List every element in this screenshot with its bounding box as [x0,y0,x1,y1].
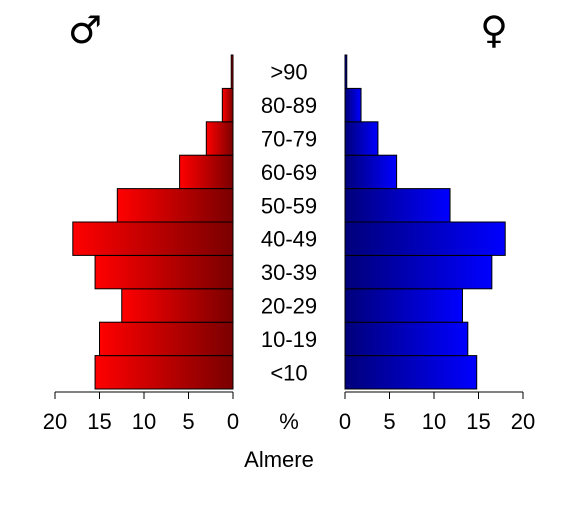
female-tick-label-3: 15 [466,409,490,434]
male-x-axis: 20 15 10 5 0 [43,391,239,434]
age-labels: <10 10-19 20-29 30-39 40-49 50-59 60-69 70-79 80… [261,60,317,386]
female-bar-1 [344,321,469,357]
age-label-7: 70-79 [261,127,317,152]
female-bar-4 [344,221,506,256]
male-bar-1 [99,321,234,357]
male-tick-label-2: 10 [132,409,156,434]
female-x-axis: 0 5 10 15 20 [339,391,535,434]
male-bar-3 [94,254,234,290]
male-bar-2 [121,288,234,323]
male-tick-label-4: 0 [227,409,239,434]
age-label-6: 60-69 [261,160,317,185]
male-bar-5 [116,188,234,223]
female-tick-label-0: 0 [339,409,351,434]
male-bar-4 [72,221,234,256]
age-label-5: 50-59 [261,193,317,218]
x-axis-label: Almere [244,447,314,472]
age-label-2: 20-29 [261,294,317,319]
female-bar-0 [344,355,478,390]
age-label-8: 80-89 [261,93,317,118]
female-bar-7 [344,121,379,156]
age-label-0: <10 [270,360,307,385]
female-tick-label-4: 20 [511,409,535,434]
male-bars [72,54,234,390]
age-label-9: >90 [270,60,307,85]
male-bar-8 [221,87,234,123]
female-tick-label-1: 5 [383,409,395,434]
male-tick-label-1: 15 [87,409,111,434]
female-bars [344,54,506,390]
unit-label: % [279,409,299,434]
male-tick-label-3: 5 [182,409,194,434]
male-bar-0 [94,355,234,390]
female-bar-2 [344,288,463,323]
female-bar-5 [344,188,451,223]
female-bar-8 [344,87,362,123]
male-symbol: ♂ [68,8,102,52]
male-tick-label-0: 20 [43,409,67,434]
age-label-1: 10-19 [261,327,317,352]
female-bar-6 [344,154,398,190]
male-bar-7 [205,121,234,156]
female-symbol: ♀ [480,8,508,52]
female-bar-3 [344,254,493,290]
age-label-3: 30-39 [261,260,317,285]
female-tick-label-2: 10 [422,409,446,434]
male-bar-6 [179,154,234,190]
age-label-4: 40-49 [261,227,317,252]
